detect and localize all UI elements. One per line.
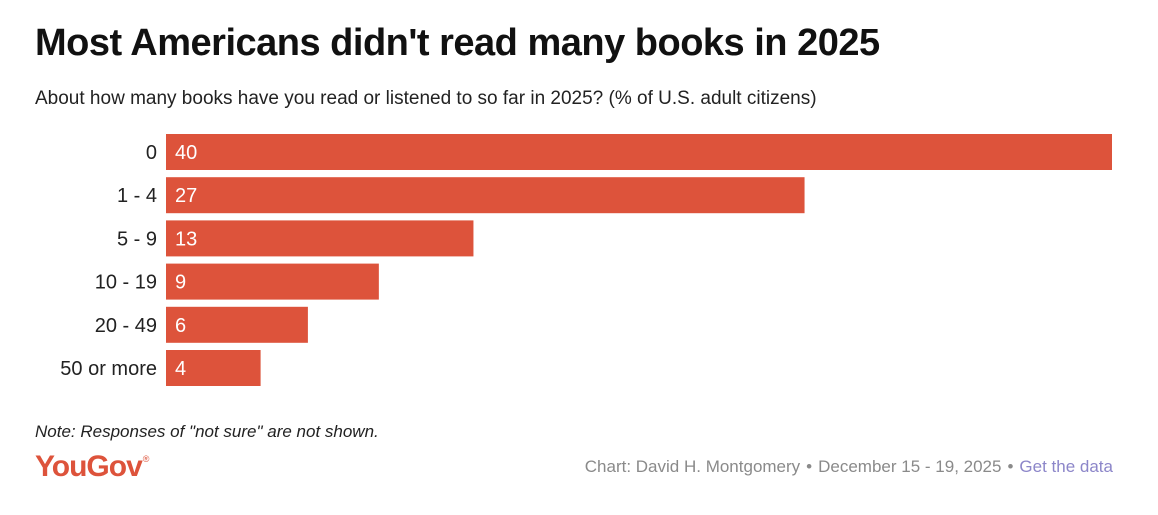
chart-subtitle: About how many books have you read or li…	[35, 88, 817, 109]
bar-50-or-more	[166, 350, 261, 386]
bar-chart: 0 40 1 - 4 27 5 - 9 13 10 - 19 9 20 - 49 6 50 or m…	[60, 134, 1112, 386]
category-label-1-4: 1 - 4	[117, 185, 157, 207]
value-label-5-9: 13	[175, 228, 197, 250]
logo-text: YouGov	[35, 450, 143, 483]
value-label-10-19: 9	[175, 272, 186, 294]
bar-5-9	[166, 220, 474, 257]
chart-title: Most Americans didn't read many books in…	[35, 22, 880, 64]
chart-credit: Chart: David H. Montgomery • December 15 -…	[585, 457, 1113, 477]
value-label-1-4: 27	[175, 185, 197, 207]
category-label-0: 0	[146, 142, 157, 164]
author-credit: Chart: David H. Montgomery	[584, 457, 801, 476]
credit-separator: •	[806, 457, 813, 476]
bar-10-19	[166, 263, 379, 300]
category-label-5-9: 5 - 9	[117, 228, 157, 250]
bar-20-49	[166, 306, 308, 343]
category-label-20-49: 20 - 49	[95, 315, 157, 337]
value-label-20-49: 6	[175, 315, 186, 337]
bar-0	[166, 134, 1112, 170]
bar-1-4	[166, 177, 805, 214]
category-label-10-19: 10 - 19	[95, 272, 157, 294]
value-label-50-or-more: 4	[175, 358, 186, 380]
chart-note: Note: Responses of "not sure" are not sh…	[35, 422, 379, 441]
yougov-logo: YouGov®	[35, 450, 150, 484]
category-label-50-or-more: 50 or more	[60, 358, 157, 380]
value-label-0: 40	[175, 142, 197, 164]
link-separator: •	[1007, 457, 1014, 476]
survey-dates: December 15 - 19, 2025	[818, 457, 1002, 476]
registered-mark: ®	[142, 454, 150, 464]
get-the-data-link[interactable]: Get the data	[1019, 457, 1113, 476]
